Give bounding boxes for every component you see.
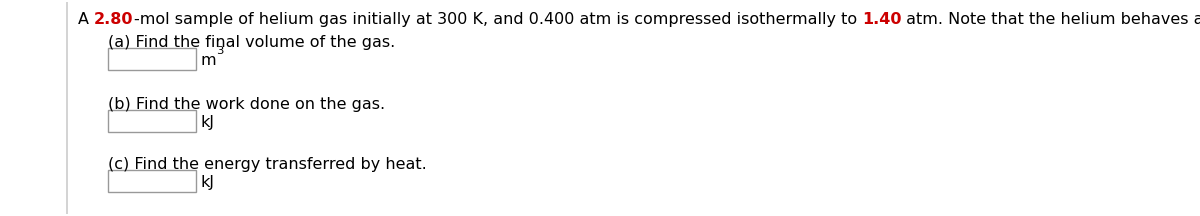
Text: (a) Find the final volume of the gas.: (a) Find the final volume of the gas. bbox=[108, 35, 395, 50]
Text: 1.40: 1.40 bbox=[862, 12, 901, 27]
Text: 3: 3 bbox=[216, 46, 223, 56]
Text: -mol sample of helium gas initially at 300 K, and 0.400 atm is compressed isothe: -mol sample of helium gas initially at 3… bbox=[133, 12, 862, 27]
Text: (b) Find the work done on the gas.: (b) Find the work done on the gas. bbox=[108, 97, 385, 112]
Text: A: A bbox=[78, 12, 94, 27]
Text: (c) Find the energy transferred by heat.: (c) Find the energy transferred by heat. bbox=[108, 157, 427, 172]
Text: kJ: kJ bbox=[200, 115, 214, 130]
Bar bbox=[108, 170, 196, 192]
Bar bbox=[108, 110, 196, 132]
Bar bbox=[108, 48, 196, 70]
Text: 2.80: 2.80 bbox=[94, 12, 133, 27]
Text: m: m bbox=[200, 53, 216, 68]
Text: kJ: kJ bbox=[200, 175, 214, 190]
Text: atm. Note that the helium behaves as an ideal gas.: atm. Note that the helium behaves as an … bbox=[901, 12, 1200, 27]
